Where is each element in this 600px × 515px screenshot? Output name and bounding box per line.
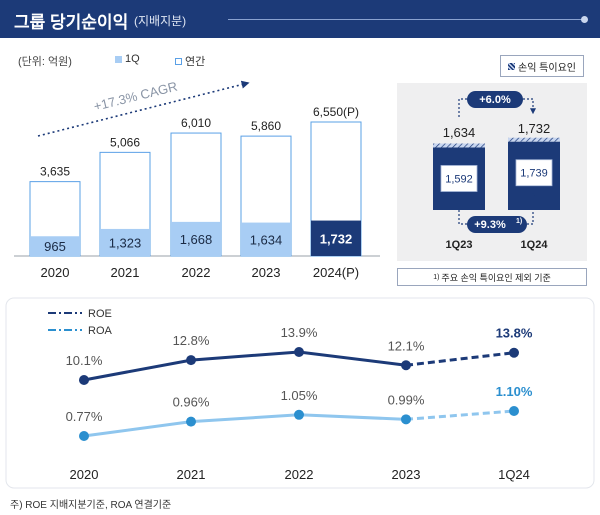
roa-value-label: 0.77% [66,409,103,424]
q1-value-label: 1,323 [109,235,142,250]
growth-label-bottom: +9.3% [474,219,506,231]
roe-point [401,360,411,371]
line-x-tick-label: 2023 [392,467,421,482]
roe-point [509,347,519,358]
annual-value-label: 5,066 [110,135,140,149]
adjusted-value-label: 1,592 [445,173,473,185]
legend-annual-label: 연간 [185,56,206,68]
roa-line-projected [405,409,515,421]
roa-value-label: 1.10% [496,384,533,399]
roe-point [294,347,304,357]
header-rule [228,19,584,20]
legend-roa-label: ROA [88,325,113,337]
q1-value-label: 1,634 [250,232,283,247]
legend-annual: 연간 [175,53,205,69]
note-marker: 1) [433,273,440,281]
annual-value-label: 5,860 [251,119,281,133]
growth-pill-bottom [467,216,527,233]
roa-value-label: 1.05% [281,388,318,403]
roa-point [294,409,304,420]
annual-value-label: 6,550(P) [313,105,359,119]
growth-bracket-bottom-right [527,192,536,225]
roe-line-projected [405,351,515,367]
legend-1q: 1Q [115,53,140,65]
roa-value-label: 0.99% [388,392,425,407]
growth-label-top: +6.0% [479,94,511,106]
roe-value-label: 13.9% [281,325,318,340]
line-chart-frame [5,297,595,489]
x-tick-label: 2023 [252,265,281,280]
q1-bar [311,220,361,256]
legend-annual-swatch [175,57,182,65]
note-box: 1) 주요 손익 특이요인 제외 기준 [397,268,587,286]
x-tick-label: 2024(P) [313,265,359,280]
adjusted-value-label: 1,739 [520,168,548,180]
roa-line [83,413,407,438]
special-factor-label: 손익 특이요인 [518,62,576,74]
roa-point [186,416,196,427]
roe-point [79,375,89,385]
roe-value-label: 12.8% [173,333,210,348]
q1-bar [241,222,291,256]
roe-value-label: 13.8% [496,326,533,341]
q-category-label: 1Q24 [521,239,549,251]
header-dot [581,16,588,23]
line-x-tick-label: 2022 [285,467,314,482]
x-tick-label: 2020 [41,265,70,280]
growth-bracket-top-right [523,98,536,115]
roe-value-label: 12.1% [388,338,425,353]
growth-label-bottom-marker: 1) [516,218,522,225]
special-factor-segment [508,137,560,142]
q-total-label: 1,732 [518,121,551,136]
q-total-label: 1,634 [443,125,476,140]
x-tick-label: 2021 [111,265,140,280]
legend-1q-label: 1Q [125,53,140,65]
line-x-tick-label: 2020 [70,467,99,482]
growth-pill-top [467,91,523,108]
special-factor-swatch [508,62,515,70]
q1-bar [30,236,80,256]
note-text: 주요 손익 특이요인 제외 기준 [441,272,551,283]
q1-value-label: 1,668 [180,232,213,247]
growth-bracket-top-left [458,98,467,117]
cagr-arrow [37,80,250,137]
header-bar: 그룹 당기순이익 (지배지분) [0,0,600,38]
legend-1q-swatch [115,55,122,63]
annual-value-label: 3,635 [40,165,70,179]
q1-value-label: 965 [44,239,66,254]
roe-value-label: 10.1% [66,353,103,368]
growth-bracket-bottom-left [458,210,467,225]
special-factor-legend: 손익 특이요인 [500,55,584,77]
legend-roe-label: ROE [88,308,112,320]
q1-bar [100,228,150,256]
unit-label: (단위: 억원) [18,56,72,68]
page-subtitle: (지배지분) [134,14,187,28]
x-tick-label: 2022 [182,265,211,280]
cagr-label: +17.3% CAGR [92,79,179,114]
annual-value-label: 6,010 [181,116,211,130]
roa-value-label: 0.96% [173,395,210,410]
roe-point [186,355,196,366]
q1-value-label: 1,732 [320,231,353,246]
line-x-tick-label: 2021 [177,467,206,482]
special-factor-segment [433,143,485,148]
roa-point [79,431,89,441]
roa-point [401,414,411,425]
q1-bar [171,221,221,256]
roa-point [509,406,519,416]
q-category-label: 1Q23 [446,239,473,251]
page-title: 그룹 당기순이익 [14,13,129,32]
line-x-tick-label: 1Q24 [498,467,530,482]
adjusted-value-box [440,165,478,192]
adjusted-value-box [515,159,553,187]
footnote: 주) ROE 지배지분기준, ROA 연결기준 [10,500,172,511]
roe-line [83,350,407,382]
